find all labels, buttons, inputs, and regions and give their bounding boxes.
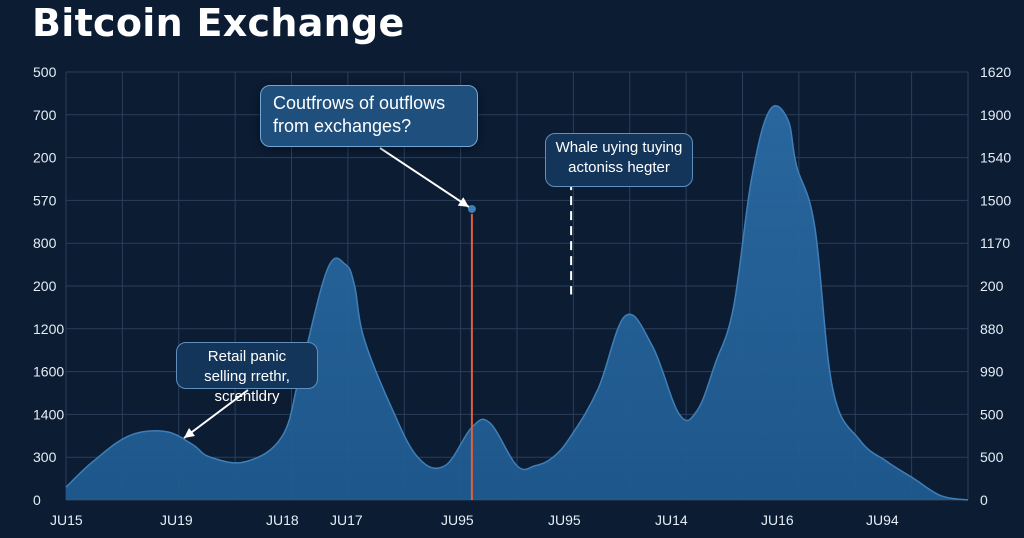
y-tick-label-right: 1620 — [980, 64, 1011, 80]
x-tick-label: JU15 — [50, 512, 83, 528]
callout-outflows: Coutfrows of outflows from exchanges? — [260, 85, 478, 147]
y-tick-label-right: 1500 — [980, 192, 1011, 208]
x-tick-label: JU95 — [441, 512, 474, 528]
retail-arrow — [183, 389, 249, 439]
y-tick-label-left: 0 — [33, 492, 41, 508]
y-tick-label-right: 1900 — [980, 107, 1011, 123]
x-tick-label: JU14 — [655, 512, 688, 528]
x-tick-label: JU16 — [761, 512, 794, 528]
y-tick-label-left: 1200 — [33, 321, 64, 337]
y-tick-label-right: 990 — [980, 364, 1004, 380]
outflows-arrow — [379, 147, 470, 208]
x-tick-label: JU17 — [330, 512, 363, 528]
y-tick-label-right: 1540 — [980, 150, 1011, 166]
y-tick-label-left: 1400 — [33, 406, 64, 422]
outflows-arrow-head — [457, 197, 469, 207]
area-series — [65, 105, 969, 501]
y-axis-right: 1620 1900 1540 1500 1170 200 880 990 500 500 0 — [980, 64, 1011, 508]
area-fill — [66, 105, 968, 501]
page-title: Bitcoin Exchange — [32, 1, 405, 45]
y-tick-label-right: 0 — [980, 492, 988, 508]
y-tick-label-left: 200 — [33, 150, 57, 166]
y-tick-label-left: 200 — [33, 278, 57, 294]
y-tick-label-right: 880 — [980, 321, 1004, 337]
y-tick-label-right: 200 — [980, 278, 1004, 294]
y-axis-left: 500 700 200 570 800 200 1200 1600 1400 300 0 — [33, 64, 64, 508]
y-tick-label-right: 500 — [980, 449, 1004, 465]
x-axis: JU15 JU19 JU18 JU17 JU95 JU95 JU14 JU16 JU94 — [50, 512, 899, 528]
area-line — [65, 105, 969, 501]
y-tick-label-left: 800 — [33, 235, 57, 251]
x-tick-label: JU19 — [160, 512, 193, 528]
x-tick-label: JU18 — [266, 512, 299, 528]
y-tick-label-left: 700 — [33, 107, 57, 123]
y-tick-label-left: 570 — [33, 192, 57, 208]
callout-retail-selling: Retail panic selling rrethr, screntldry — [176, 342, 318, 405]
callout-whale-buying: Whale uying tuying actoniss hegter — [545, 133, 693, 187]
y-tick-label-right: 1170 — [980, 235, 1010, 251]
y-tick-label-left: 500 — [33, 64, 57, 80]
annotation-arrows — [183, 147, 470, 439]
y-tick-label-left: 1600 — [33, 364, 64, 380]
markers — [466, 181, 573, 500]
x-tick-label: JU95 — [548, 512, 581, 528]
x-tick-label: JU94 — [866, 512, 899, 528]
y-tick-label-left: 300 — [33, 449, 57, 465]
retail-arrow-head — [184, 428, 195, 438]
event-marker-dot — [466, 203, 477, 214]
y-tick-label-right: 500 — [980, 406, 1004, 422]
